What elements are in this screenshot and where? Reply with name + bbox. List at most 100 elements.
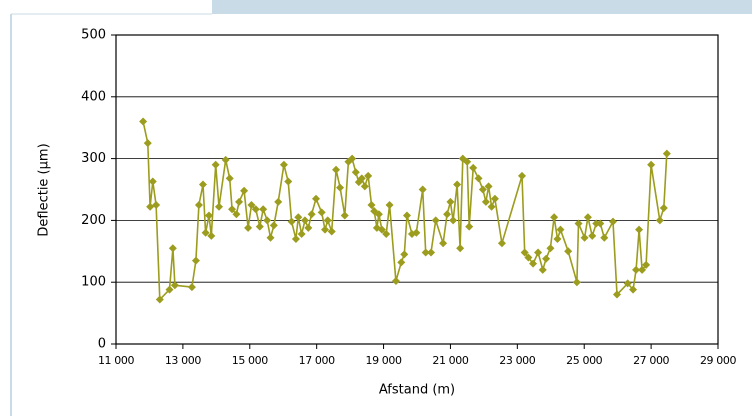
data-point xyxy=(374,210,383,219)
data-point xyxy=(588,231,597,240)
data-point xyxy=(487,202,496,211)
data-point xyxy=(244,223,253,232)
data-point xyxy=(221,155,230,164)
data-point xyxy=(596,219,605,228)
data-point xyxy=(518,171,527,180)
data-point xyxy=(170,281,179,290)
data-point xyxy=(608,217,617,226)
data-point xyxy=(191,256,200,265)
data-point xyxy=(402,211,411,220)
data-point xyxy=(317,208,326,217)
data-point xyxy=(385,200,394,209)
data-point xyxy=(263,216,272,225)
data-point xyxy=(484,182,493,191)
data-point xyxy=(204,211,213,220)
data-point xyxy=(529,259,538,268)
data-point xyxy=(251,205,260,214)
data-point xyxy=(348,154,357,163)
data-point xyxy=(439,239,448,248)
data-point xyxy=(357,174,366,183)
data-point xyxy=(592,219,601,228)
data-point xyxy=(269,221,278,230)
data-point xyxy=(574,219,583,228)
data-point xyxy=(632,265,641,274)
data-point xyxy=(638,265,647,274)
data-point xyxy=(187,283,196,292)
data-point xyxy=(294,213,303,222)
data-point xyxy=(490,194,499,203)
data-point xyxy=(377,225,386,234)
data-point xyxy=(600,233,609,242)
data-point xyxy=(580,233,589,242)
data-point xyxy=(215,202,224,211)
data-point xyxy=(284,177,293,186)
data-point xyxy=(266,233,275,242)
x-axis-title: Afstand (m) xyxy=(379,383,455,398)
y-axis-title: Deflectie (µm) xyxy=(37,143,52,236)
data-point xyxy=(139,117,148,126)
data-point xyxy=(564,247,573,256)
data-point xyxy=(431,216,440,225)
data-point xyxy=(336,183,345,192)
data-point xyxy=(274,197,283,206)
data-point xyxy=(235,197,244,206)
data-point xyxy=(165,285,174,294)
x-tick-label: 19 000 xyxy=(366,354,402,367)
y-tick-label: 200 xyxy=(81,213,106,228)
x-tick-label: 23 000 xyxy=(499,354,535,367)
y-tick-label: 500 xyxy=(81,28,106,43)
data-point xyxy=(629,285,638,294)
data-point xyxy=(474,174,483,183)
data-point xyxy=(612,290,621,299)
data-point xyxy=(194,200,203,209)
data-point xyxy=(583,213,592,222)
data-point xyxy=(456,244,465,253)
data-point xyxy=(443,210,452,219)
data-point xyxy=(311,194,320,203)
x-tick-label: 15 000 xyxy=(232,354,268,367)
data-point xyxy=(542,254,551,263)
data-point xyxy=(478,185,487,194)
data-point xyxy=(418,185,427,194)
data-point xyxy=(168,244,177,253)
data-point xyxy=(259,205,268,214)
y-tick-label: 0 xyxy=(98,337,106,352)
data-point xyxy=(300,216,309,225)
data-point xyxy=(655,216,664,225)
data-point xyxy=(524,253,533,262)
data-point xyxy=(453,180,462,189)
frame-bar xyxy=(212,0,752,14)
data-point xyxy=(307,210,316,219)
data-point xyxy=(207,231,216,240)
data-point xyxy=(553,234,562,243)
data-point xyxy=(143,139,152,148)
data-point xyxy=(446,197,455,206)
data-point xyxy=(463,157,472,166)
data-point xyxy=(255,222,264,231)
data-point xyxy=(225,174,234,183)
x-tick-label: 25 000 xyxy=(566,354,602,367)
y-tick-label: 400 xyxy=(81,89,106,104)
data-point xyxy=(520,248,529,257)
data-point xyxy=(340,211,349,220)
data-point xyxy=(550,213,559,222)
x-tick-label: 27 000 xyxy=(633,354,669,367)
data-point xyxy=(534,248,543,257)
data-point xyxy=(572,278,581,287)
data-point xyxy=(546,244,555,253)
data-point xyxy=(287,217,296,226)
data-point xyxy=(360,182,369,191)
data-point xyxy=(364,171,373,180)
data-point xyxy=(662,149,671,158)
plot-border xyxy=(115,34,719,345)
data-point xyxy=(323,216,332,225)
data-point xyxy=(146,202,155,211)
data-point xyxy=(367,200,376,209)
data-point xyxy=(659,204,668,213)
x-tick-label: 13 000 xyxy=(165,354,201,367)
data-point xyxy=(556,225,565,234)
data-point xyxy=(211,160,220,169)
data-point xyxy=(623,279,632,288)
data-line xyxy=(142,121,668,302)
